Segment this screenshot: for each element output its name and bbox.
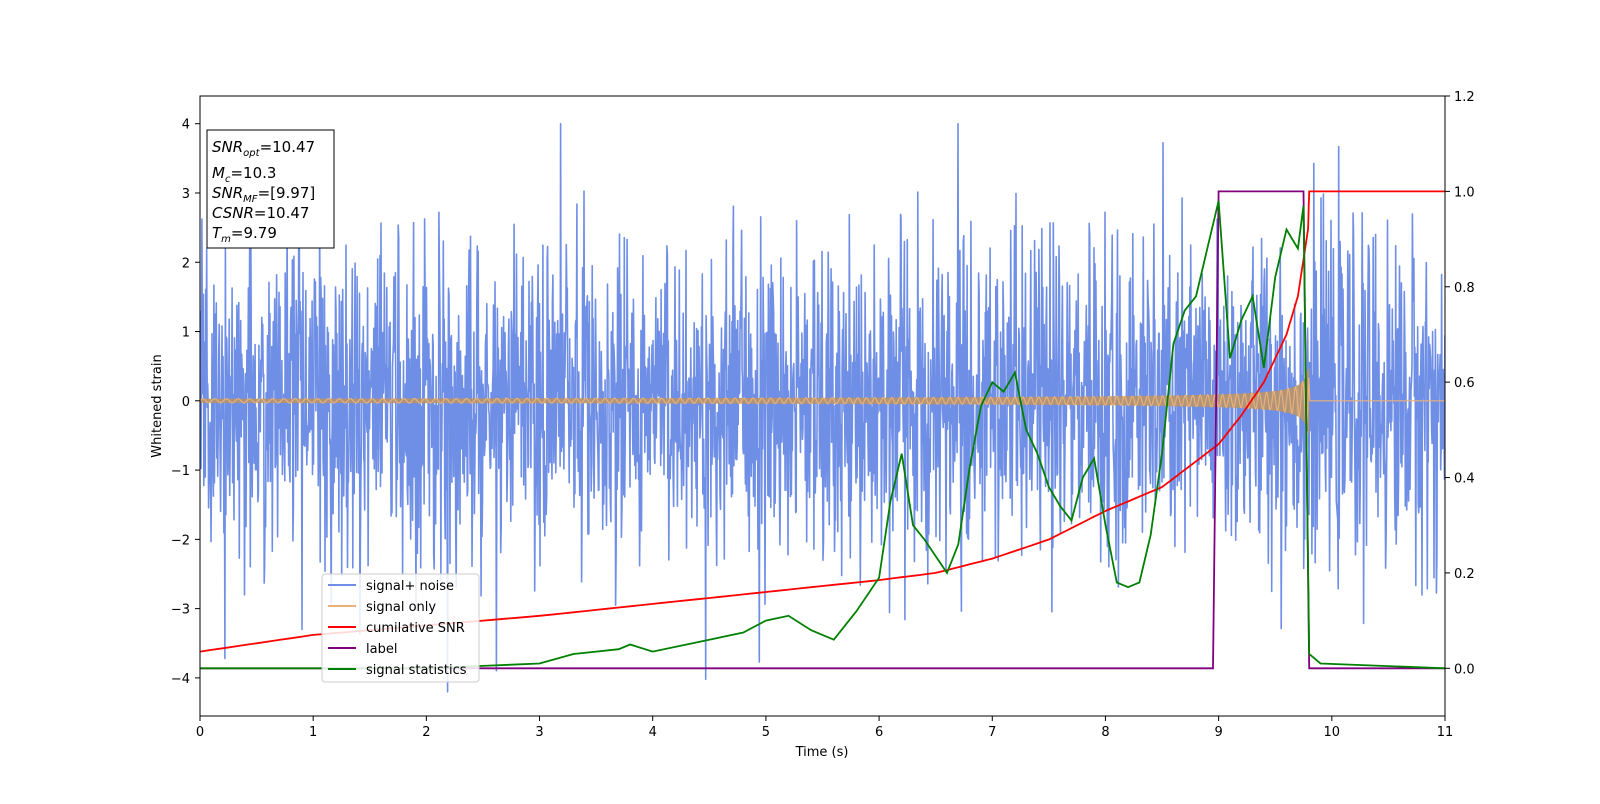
x-tick-label: 7 xyxy=(988,725,996,740)
y-left-tick-label: 1 xyxy=(182,326,190,341)
y-left-tick-label: −1 xyxy=(171,464,190,479)
x-tick-label: 11 xyxy=(1437,725,1454,740)
x-tick-label: 9 xyxy=(1214,725,1222,740)
x-tick-label: 4 xyxy=(649,725,657,740)
plot-frame xyxy=(199,95,1446,717)
info-mc: Mc=10.3 xyxy=(212,164,276,185)
x-tick-label: 2 xyxy=(422,725,430,740)
info-snr-mf: SNRMF=[9.97] xyxy=(212,184,315,205)
legend: signal+ noise signal only cumilative SNR… xyxy=(321,573,480,683)
legend-label-signal-statistics: signal statistics xyxy=(366,663,467,678)
x-tick-label: 5 xyxy=(762,725,770,740)
legend-label-label: label xyxy=(366,642,397,657)
y-left-tick-label: 2 xyxy=(182,256,190,271)
y-left-tick-label: 3 xyxy=(182,187,190,202)
x-tick-label: 10 xyxy=(1324,725,1341,740)
x-tick-label: 0 xyxy=(196,725,204,740)
series-cumulative-snr-line xyxy=(200,190,1445,653)
series-signal-noise-line xyxy=(200,122,1445,693)
y-right-tick-label: 0.6 xyxy=(1454,376,1475,391)
y-axis-left-ticks: 4 3 2 1 0 −1 −2 −3 −4 xyxy=(171,118,200,687)
legend-label-signal-only: signal only xyxy=(366,600,436,615)
legend-label-signal-noise: signal+ noise xyxy=(366,579,454,594)
series-signal-only-line xyxy=(200,377,1445,427)
y-left-tick-label: −2 xyxy=(171,533,190,548)
x-tick-label: 6 xyxy=(875,725,883,740)
y-left-tick-label: 0 xyxy=(182,395,190,410)
y-right-tick-label: 0.2 xyxy=(1454,567,1475,582)
y-right-tick-label: 0.8 xyxy=(1454,281,1475,296)
info-tm: Tm=9.79 xyxy=(212,224,277,245)
info-box: SNRopt=10.47 Mc=10.3 SNRMF=[9.97] CSNR=1… xyxy=(206,129,335,249)
plot-area xyxy=(200,122,1445,693)
y-axis-right-ticks: 1.2 1.0 0.8 0.6 0.4 0.2 0.0 xyxy=(1445,90,1475,677)
x-axis-ticks: 0 1 2 3 4 5 6 7 8 9 10 11 xyxy=(196,716,1453,740)
x-axis-label: Time (s) xyxy=(795,745,849,760)
series-signal-statistics-line xyxy=(200,200,1445,670)
series-label-line xyxy=(200,190,1445,670)
y-left-tick-label: −4 xyxy=(171,672,190,687)
y-right-tick-label: 0.4 xyxy=(1454,472,1475,487)
x-tick-label: 8 xyxy=(1101,725,1109,740)
y-left-tick-label: −3 xyxy=(171,603,190,618)
y-right-tick-label: 1.2 xyxy=(1454,90,1475,105)
info-snr-opt: SNRopt=10.47 xyxy=(212,138,315,159)
legend-label-cumulative-snr: cumilative SNR xyxy=(366,621,465,636)
y-right-tick-label: 0.0 xyxy=(1454,662,1475,677)
y-left-tick-label: 4 xyxy=(182,118,190,133)
y-axis-label: Whitened strain xyxy=(150,354,165,457)
x-tick-label: 3 xyxy=(535,725,543,740)
y-right-tick-label: 1.0 xyxy=(1454,185,1475,200)
info-csnr: CSNR=10.47 xyxy=(212,204,309,222)
x-tick-label: 1 xyxy=(309,725,317,740)
